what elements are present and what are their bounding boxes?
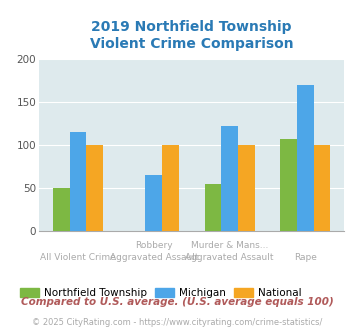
Title: 2019 Northfield Township
Violent Crime Comparison: 2019 Northfield Township Violent Crime C…	[90, 20, 294, 51]
Text: Aggravated Assault: Aggravated Assault	[185, 253, 274, 262]
Bar	[53, 188, 70, 231]
Bar	[70, 132, 86, 231]
Bar	[86, 145, 103, 231]
Bar	[162, 145, 179, 231]
Text: All Violent Crime: All Violent Crime	[40, 253, 116, 262]
Bar	[238, 145, 255, 231]
Bar	[204, 184, 221, 231]
Text: © 2025 CityRating.com - https://www.cityrating.com/crime-statistics/: © 2025 CityRating.com - https://www.city…	[32, 318, 323, 327]
Text: Aggravated Assault: Aggravated Assault	[110, 253, 198, 262]
Bar	[280, 139, 297, 231]
Bar	[297, 85, 314, 231]
Text: Compared to U.S. average. (U.S. average equals 100): Compared to U.S. average. (U.S. average …	[21, 297, 334, 307]
Text: Rape: Rape	[294, 253, 317, 262]
Text: Robbery: Robbery	[135, 241, 173, 250]
Bar	[221, 126, 238, 231]
Legend: Northfield Township, Michigan, National: Northfield Township, Michigan, National	[20, 288, 302, 298]
Bar	[146, 175, 162, 231]
Text: Murder & Mans...: Murder & Mans...	[191, 241, 268, 250]
Bar	[314, 145, 331, 231]
